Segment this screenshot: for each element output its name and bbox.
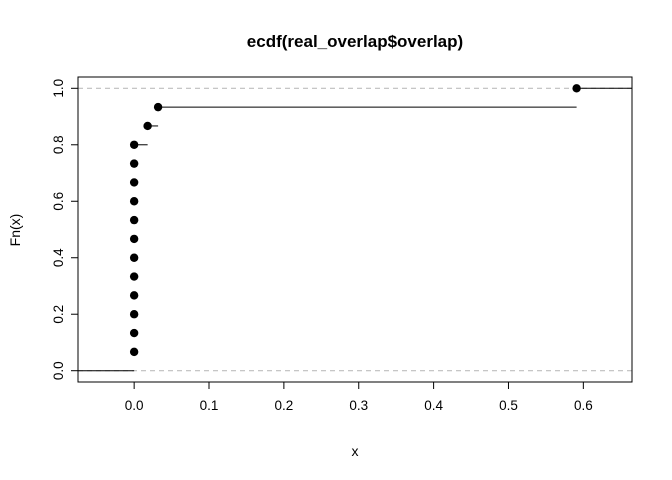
x-tick-label: 0.3 (349, 398, 368, 413)
x-axis: 0.0 0.1 0.2 0.3 0.4 0.5 0.6 (125, 381, 593, 413)
data-point (129, 328, 139, 338)
plot-frame (77, 76, 633, 383)
x-tick-label: 0.1 (200, 398, 219, 413)
x-tick-label: 0.0 (125, 398, 144, 413)
y-axis: 0.0 0.2 0.4 0.6 0.8 1.0 (51, 79, 79, 380)
data-point (129, 310, 139, 319)
data-point (129, 253, 139, 262)
data-point (129, 215, 139, 225)
y-tick-label: 1.0 (51, 79, 66, 98)
y-tick-label: 0.8 (51, 135, 66, 154)
y-tick-label: 0.4 (51, 248, 66, 267)
data-point (129, 159, 139, 168)
data-point (129, 197, 139, 206)
data-point (129, 291, 139, 300)
data-point (129, 178, 139, 187)
x-tick-label: 0.4 (424, 398, 443, 413)
x-axis-label: x (352, 443, 359, 459)
data-point (129, 140, 139, 149)
data-point (129, 234, 139, 244)
reference-lines (78, 87, 632, 372)
data-point (143, 121, 152, 131)
step-points (129, 84, 581, 357)
y-axis-label: Fn(x) (7, 214, 23, 247)
chart-title: ecdf(real_overlap$overlap) (247, 32, 463, 51)
data-point (572, 84, 581, 93)
x-tick-label: 0.5 (499, 398, 518, 413)
data-point (153, 102, 163, 112)
data-point (129, 347, 139, 357)
step-segments (78, 87, 632, 372)
data-point (129, 272, 139, 281)
x-tick-label: 0.6 (574, 398, 593, 413)
y-tick-label: 0.0 (51, 361, 66, 380)
x-tick-label: 0.2 (274, 398, 293, 413)
y-tick-label: 0.2 (51, 305, 66, 324)
y-tick-label: 0.6 (51, 192, 66, 211)
